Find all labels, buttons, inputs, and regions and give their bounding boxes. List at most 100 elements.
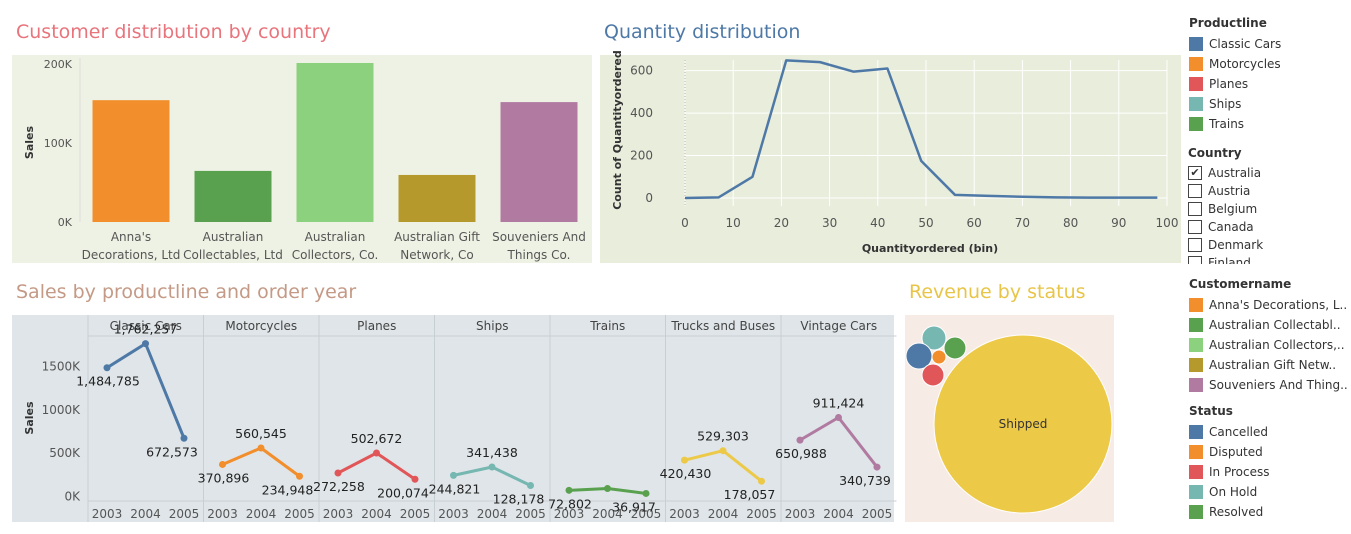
sales-x-tick-label: 2004 [823,507,854,521]
country-filter-label: Austria [1208,184,1251,198]
country-filter[interactable]: Country ✔ Australia Austria Belgium Canada De… [1188,146,1263,264]
customername-legend-item[interactable]: Anna's Decorations, L.. [1189,295,1348,315]
checkbox-icon[interactable] [1188,256,1202,264]
status-legend-label: Cancelled [1209,425,1268,439]
customer-category-label: Australian [305,230,366,244]
status-legend[interactable]: Status Cancelled Disputed In Process On Hol… [1189,404,1269,522]
productline-legend-title: Productline [1189,16,1267,30]
sales-series-line [106,342,186,439]
productline-legend-label: Motorcycles [1209,57,1281,71]
sales-y-tick-label: 500K [49,446,81,460]
sales-data-label: 234,948 [262,482,314,497]
country-filter-item[interactable]: Denmark [1188,236,1263,254]
sales-chart-title: Sales by productline and order year [16,281,357,303]
sales-x-tick-label: 2003 [323,507,354,521]
sales-x-tick-label: 2005 [515,507,546,521]
sales-x-tick-label: 2005 [284,507,315,521]
quantity-chart-background [600,55,1181,263]
checkbox-icon[interactable] [1188,184,1202,198]
sales-data-label: 200,074 [377,485,429,500]
customername-legend-item[interactable]: Australian Collectabl.. [1189,315,1348,335]
sales-data-label: 650,988 [775,446,827,461]
revenue-chart-title: Revenue by status [909,281,1086,303]
revenue-bubble [921,325,947,351]
country-filter-item[interactable]: ✔ Australia [1188,164,1263,182]
customername-legend-item[interactable]: Australian Collectors,.. [1189,335,1348,355]
customername-legend-label: Anna's Decorations, L.. [1209,298,1348,312]
sales-series-line [453,465,532,487]
status-legend-item[interactable]: In Process [1189,462,1269,482]
productline-legend[interactable]: Productline Classic Cars Motorcycles Plane… [1189,16,1281,134]
customer-bar [296,63,374,222]
sales-point [565,486,573,494]
productline-legend-swatch [1189,77,1203,91]
sales-point [103,364,111,372]
quantity-x-tick-label: 90 [1111,216,1126,230]
customer-y-tick-label: 0K [58,216,73,229]
sales-panel-header: Planes [357,319,396,333]
productline-legend-item[interactable]: Classic Cars [1189,34,1281,54]
sales-point [219,460,226,468]
country-filter-item[interactable]: Austria [1188,182,1263,200]
sales-y-tick-label: 1500K [42,359,82,373]
customer-category-label: Collectables, Ltd [183,248,283,262]
status-legend-label: Resolved [1209,505,1264,519]
country-filter-label: Denmark [1208,238,1264,252]
productline-legend-item[interactable]: Planes [1189,74,1281,94]
sales-data-label: 128,178 [493,492,545,507]
customername-legend-swatch [1189,298,1203,312]
customer-bar [398,174,476,222]
status-legend-swatch [1189,485,1203,499]
status-legend-label: Disputed [1209,445,1263,459]
customername-legend-item[interactable]: Souveniers And Thing.. [1189,375,1348,395]
customername-legend-item[interactable]: Australian Gift Netw.. [1189,355,1348,375]
checkbox-icon[interactable] [1188,220,1202,234]
quantity-x-tick-label: 40 [870,216,885,230]
sales-panel-header: Vintage Cars [800,319,877,333]
status-legend-item[interactable]: On Hold [1189,482,1269,502]
sales-x-tick-label: 2003 [92,507,123,521]
customername-legend-swatch [1189,358,1203,372]
sales-point [642,489,650,497]
sales-point [411,475,419,483]
checkbox-icon[interactable] [1188,202,1202,216]
status-legend-swatch [1189,505,1203,519]
productline-legend-swatch [1189,37,1203,51]
sales-panel-header: Classic Cars [110,319,182,333]
customer-category-label: Souveniers And [492,230,586,244]
sales-data-label: 529,303 [697,429,749,444]
sales-data-label: 178,057 [724,487,776,502]
sales-x-tick-label: 2003 [669,507,700,521]
customername-legend[interactable]: Customername Anna's Decorations, L.. Aust… [1189,277,1348,395]
sales-data-label: 502,672 [351,431,403,446]
productline-legend-swatch [1189,57,1203,71]
sales-point [835,414,842,422]
checkbox-icon[interactable] [1188,238,1202,252]
sales-point [142,340,149,348]
quantity-x-tick-label: 50 [918,216,933,230]
status-legend-item[interactable]: Disputed [1189,442,1269,462]
status-legend-label: In Process [1209,465,1270,479]
quantity-y-tick-label: 0 [645,191,653,205]
status-legend-item[interactable]: Resolved [1189,502,1269,522]
quantity-x-tick-label: 60 [967,216,982,230]
sales-point [604,484,611,492]
productline-legend-item[interactable]: Motorcycles [1189,54,1281,74]
customer-bar [92,100,170,222]
checked-checkbox-icon[interactable]: ✔ [1188,166,1202,180]
sales-series-line [568,486,647,495]
sales-x-tick-label: 2005 [400,507,431,521]
sales-data-label: 72,802 [548,496,592,511]
sales-x-tick-label: 2004 [592,507,623,521]
country-filter-item[interactable]: Finland [1188,254,1263,264]
productline-legend-item[interactable]: Ships [1189,94,1281,114]
sales-x-tick-label: 2004 [246,507,277,521]
country-filter-item[interactable]: Canada [1188,218,1263,236]
productline-legend-item[interactable]: Trains [1189,114,1281,134]
revenue-bubble [931,349,947,365]
status-legend-item[interactable]: Cancelled [1189,422,1269,442]
quantity-series-line [684,59,1158,200]
country-filter-item[interactable]: Belgium [1188,200,1263,218]
quantity-y-tick-label: 600 [630,64,653,78]
